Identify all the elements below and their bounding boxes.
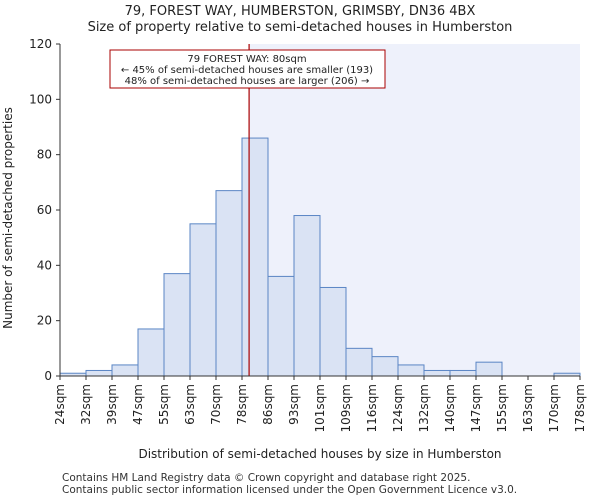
histogram-bar [267,275,295,377]
y-tick-label: 20 [37,314,52,328]
histogram-bar [293,215,321,377]
x-tick-label: 63sqm [183,384,197,425]
y-tick-label: 120 [29,37,52,51]
x-tick-label: 70sqm [209,384,223,425]
y-tick-label: 100 [29,92,52,106]
marker-annotation: 79 FOREST WAY: 80sqm ← 45% of semi-detac… [109,49,386,89]
annotation-line3: 48% of semi-detached houses are larger (… [125,76,370,87]
y-tick-label: 80 [37,148,52,162]
x-tick-label: 132sqm [417,384,431,432]
histogram-bar [319,286,347,377]
x-tick-label: 101sqm [313,384,327,432]
x-axis-label: Distribution of semi-detached houses by … [138,447,501,461]
x-tick-label: 39sqm [105,384,119,425]
histogram-bar [137,328,165,377]
chart-title: 79, FOREST WAY, HUMBERSTON, GRIMSBY, DN3… [124,4,476,19]
footer-copyright: Contains HM Land Registry data © Crown c… [62,472,471,484]
x-tick-label: 47sqm [131,384,145,425]
y-tick-label: 0 [44,369,52,383]
x-tick-label: 178sqm [573,384,587,432]
annotation-line1: 79 FOREST WAY: 80sqm [187,54,306,65]
histogram-bar [189,223,217,377]
histogram-bar [215,190,243,377]
histogram-bar [163,273,191,377]
histogram-bar [423,369,451,377]
x-tick-label: 147sqm [469,384,483,432]
x-tick-label: 124sqm [391,384,405,432]
y-axis-label: Number of semi-detached properties [1,107,15,329]
x-tick-label: 24sqm [53,384,67,425]
chart-subtitle: Size of property relative to semi-detach… [87,20,513,35]
histogram-bar [241,137,269,377]
x-tick-label: 55sqm [157,384,171,425]
x-tick-label: 86sqm [261,384,275,425]
x-tick-label: 170sqm [547,384,561,432]
y-tick-label: 40 [37,258,52,272]
footer-licence: Contains public sector information licen… [62,484,518,496]
x-tick-label: 140sqm [443,384,457,432]
x-tick-label: 93sqm [287,384,301,425]
x-tick-label: 32sqm [79,384,93,425]
x-tick-label: 78sqm [235,384,249,425]
histogram-bar [85,369,113,377]
x-tick-label: 155sqm [495,384,509,432]
histogram-bar [371,356,399,377]
histogram-bar [345,347,373,377]
x-tick-label: 109sqm [339,384,353,432]
histogram-bar [397,364,425,377]
x-tick-label: 163sqm [521,384,535,432]
annotation-line2: ← 45% of semi-detached houses are smalle… [121,65,373,76]
histogram-bar [111,364,139,377]
y-tick-label: 60 [37,203,52,217]
histogram-bar [449,369,477,377]
histogram-bar [475,361,503,377]
x-tick-label: 116sqm [365,384,379,432]
